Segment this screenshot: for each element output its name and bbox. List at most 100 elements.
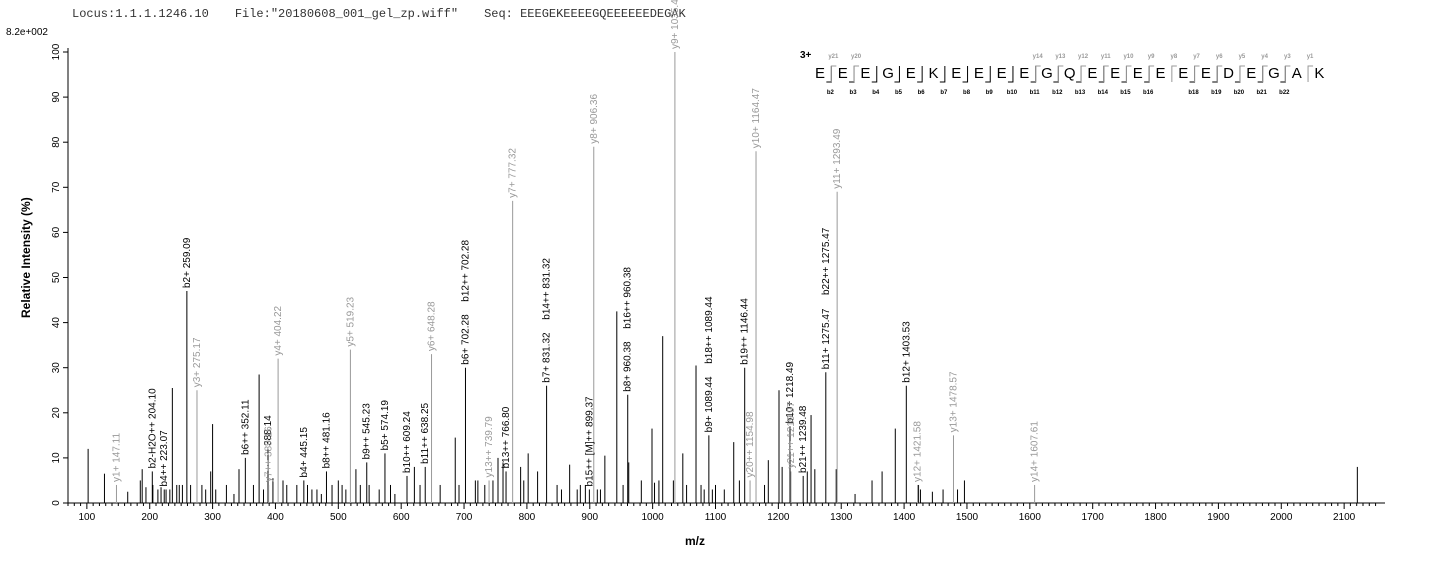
sequence-residue: E (1178, 65, 1188, 82)
b-ion-bracket (1257, 66, 1264, 83)
x-tick-label: 1500 (956, 512, 979, 523)
y-tick-label: 30 (51, 362, 62, 374)
b-ion-label: b12 (1052, 90, 1063, 96)
peak-label: b4++ 223.07 (159, 430, 170, 487)
peak-label: b7+ 831.32 (542, 332, 553, 383)
peak-label: b10+ 1218.49 (785, 361, 796, 423)
y-ion-bracket (1080, 65, 1087, 82)
peak-label: y7++ 389.16 (264, 426, 275, 482)
b-ion-label: b14 (1098, 90, 1109, 96)
b-ion-label: b16 (1143, 90, 1154, 96)
b-ion-bracket (871, 66, 878, 83)
b-ion-label: b22 (1279, 90, 1290, 96)
peak-label: y9+ 1035.42 (670, 0, 681, 49)
x-tick-label: 1800 (1144, 512, 1167, 523)
x-tick-label: 900 (581, 512, 598, 523)
sequence-residue: E (1246, 65, 1256, 82)
sequence-residue: E (997, 65, 1007, 82)
peak-label: b8+ 960.38 (623, 341, 634, 392)
b-ion-label: b18 (1188, 90, 1199, 96)
sequence-map: 3+E E E G E K E E E E G Q E E E E E E D E G A Kb2 b3 b4 b5 b6 b7 b8 b… (800, 50, 1324, 96)
peak-label: y11+ 1293.49 (832, 128, 843, 189)
y-tick-label: 0 (51, 500, 62, 506)
y-ion-bracket (1216, 65, 1223, 82)
b-ion-bracket (826, 66, 832, 83)
x-tick-label: 600 (393, 512, 410, 523)
x-tick-label: 2000 (1270, 512, 1293, 523)
peak-label-group: y1+ 147.11 b2-H2O++ 204.10 b4++ 223.07 b2+ … (111, 0, 1040, 486)
b-ion-bracket (1053, 66, 1059, 83)
sequence-residue: K (1314, 65, 1324, 82)
sequence-residue: E (1019, 65, 1029, 82)
peak-label: y7+ 777.32 (508, 148, 519, 198)
sequence-residue: E (815, 65, 825, 82)
b-ion-bracket (1076, 66, 1082, 83)
x-axis-label: m/z (685, 534, 705, 548)
y-axis-label: Relative Intensity (%) (19, 197, 33, 318)
peak-label: b5+ 574.19 (380, 400, 391, 451)
peak-label: b13++ 766.80 (501, 406, 512, 468)
sequence-residue: Q (1064, 65, 1076, 82)
b-ion-bracket (894, 66, 900, 83)
peak-label: y1+ 147.11 (111, 432, 122, 481)
y-ion-bracket (1307, 65, 1314, 82)
y-ion-label: y5 (1239, 54, 1246, 60)
peak-label: b11++ 638.25 (420, 402, 431, 463)
file-text: File:"20180608_001_gel_zp.wiff" (234, 7, 459, 21)
peak-label: b21++ 1239.48 (798, 405, 809, 473)
y-tick-label: 20 (51, 407, 62, 419)
y-ion-bracket (1262, 65, 1268, 82)
b-ion-bracket (939, 66, 946, 83)
sequence-residue: E (1133, 65, 1143, 82)
peak-label: y21++ 1219.97 (786, 401, 797, 468)
charge-label: 3+ (800, 50, 812, 61)
peak-label: y8+ 906.36 (589, 94, 600, 144)
x-tick-label: 2100 (1333, 512, 1356, 523)
y-tick-label: 70 (51, 181, 62, 193)
sequence-residue: E (838, 65, 848, 82)
b-ion-bracket (1007, 66, 1014, 83)
y-ion-label: y9 (1148, 54, 1155, 60)
x-tick-label: 1200 (767, 512, 790, 523)
x-axis: 100 200 300 400 500 600 700 800 900 1000 1100 1200 1… (67, 502, 1385, 523)
x-tick-label: 1900 (1207, 512, 1230, 523)
sequence-residue: E (974, 65, 984, 82)
peak-label: b6++ 352.11 (240, 399, 251, 455)
y-ion-label: y12 (1078, 54, 1089, 60)
sequence-residue: E (951, 65, 961, 82)
y-ion-bracket (1194, 65, 1200, 82)
y-ion-bracket (1148, 65, 1155, 82)
sequence-residue: K (928, 65, 938, 82)
x-tick-label: 400 (267, 512, 284, 523)
peak-label-secondary: b22++ 1275.47 (821, 227, 832, 295)
y-ion-label: y21 (828, 54, 839, 60)
sequence-text: Seq: EEEGEKEEEEGQEEEEEEDEGAK (484, 7, 686, 21)
peak-label: y4+ 404.22 (273, 305, 284, 355)
y-ion-label: y6 (1216, 54, 1223, 60)
sequence-residue: E (1110, 65, 1120, 82)
y-ion-label: y8 (1171, 54, 1178, 60)
sequence-residue: G (1041, 65, 1053, 82)
x-tick-label: 1400 (893, 512, 916, 523)
y-tick-label: 50 (51, 272, 62, 284)
y-tick-label: 10 (51, 452, 62, 464)
peak-group (87, 52, 1358, 503)
y-ion-bracket (1057, 65, 1064, 82)
x-tick-label: 1100 (705, 512, 727, 523)
peak-label: 388.14 (263, 415, 274, 446)
x-tick-label: 100 (79, 512, 96, 523)
x-tick-label: 200 (141, 512, 158, 523)
peak-label: y14+ 1607.61 (1030, 421, 1041, 482)
y-ion-bracket (1035, 65, 1041, 82)
peak-label: b15++ [M]++ 899.37 (584, 396, 595, 487)
y-ion-label: y10 (1123, 54, 1134, 60)
b-ion-label: b2 (827, 90, 835, 96)
peak-label-secondary: b12++ 702.28 (460, 240, 471, 302)
b-ion-bracket (1212, 66, 1218, 83)
b-ion-label: b21 (1256, 90, 1267, 96)
b-ion-label: b6 (918, 90, 926, 96)
b-ion-label: b3 (850, 90, 858, 96)
y-ion-label: y7 (1193, 54, 1200, 60)
peak-label: b19++ 1146.44 (740, 298, 751, 365)
sequence-residue: A (1292, 65, 1302, 82)
